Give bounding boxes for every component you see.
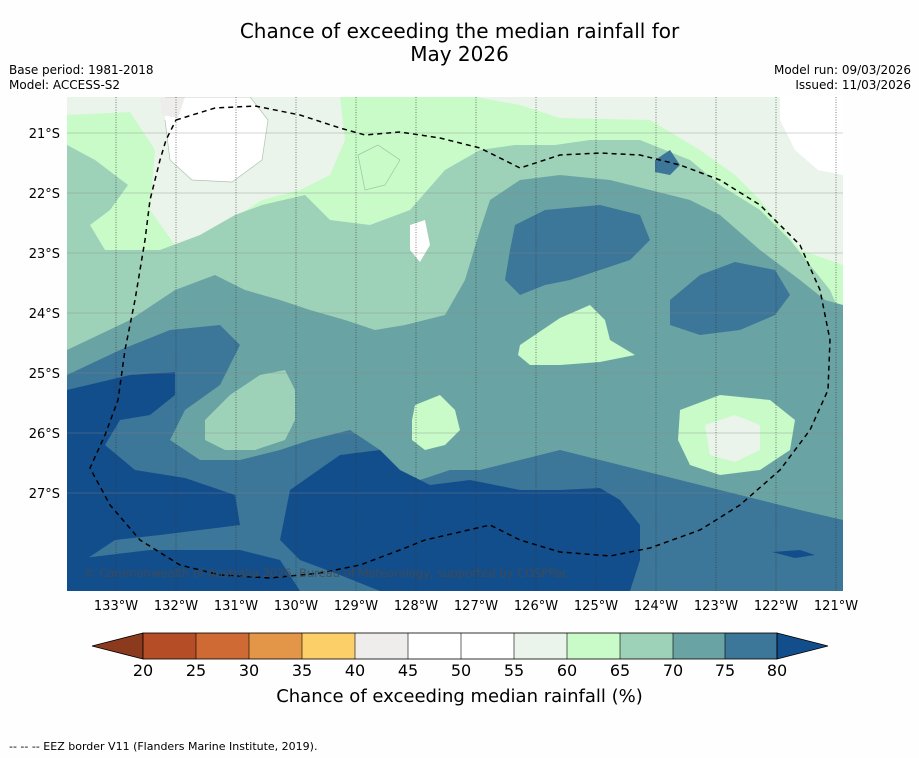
eez-footnote: -- -- -- EEZ border V11 (Flanders Marine…	[9, 740, 318, 753]
colorbar-tick: 30	[239, 661, 259, 680]
colorbar-tick: 45	[398, 661, 418, 680]
rainfall-contours	[67, 97, 843, 591]
colorbar-segment	[355, 633, 408, 659]
colorbar-segment	[725, 633, 777, 659]
model-name: Model: ACCESS-S2	[9, 78, 121, 92]
colorbar-segment	[567, 633, 620, 659]
base-period: Base period: 1981-2018	[9, 63, 154, 77]
lon-label: 123°W	[694, 599, 738, 614]
colorbar-tick: 60	[557, 661, 577, 680]
lat-label: 25°S	[29, 367, 60, 382]
lat-label: 22°S	[29, 187, 60, 202]
colorbar-segment	[302, 633, 355, 659]
contour-lines	[164, 97, 401, 191]
latitude-lines	[67, 132, 843, 494]
lon-label: 129°W	[334, 599, 378, 614]
colorbar-low-arrow	[91, 632, 144, 660]
lon-label: 124°W	[634, 599, 678, 614]
lon-label: 126°W	[514, 599, 558, 614]
eez-border	[89, 105, 831, 579]
lat-label: 27°S	[29, 487, 60, 502]
issued-date: Issued: 11/03/2026	[795, 78, 911, 92]
colorbar-segment	[461, 633, 514, 659]
colorbar-segment	[514, 633, 567, 659]
lat-label: 23°S	[29, 247, 60, 262]
colorbar-segment	[249, 633, 302, 659]
colorbar-tick: 70	[663, 661, 683, 680]
map-copyright: © Commonwealth of Australia 2026, Bureau…	[84, 566, 568, 580]
model-run-date: Model run: 09/03/2026	[773, 63, 911, 77]
colorbar-tick: 40	[345, 661, 365, 680]
lon-label: 121°W	[814, 599, 858, 614]
colorbar-tick: 25	[186, 661, 206, 680]
colorbar-segment	[143, 633, 196, 659]
lon-label: 128°W	[394, 599, 438, 614]
colorbar-high-arrow	[776, 632, 829, 660]
colorbar-segment	[673, 633, 725, 659]
colorbar: 20 25 30 35 40 45 50 55 60 65 70 75 80	[91, 632, 829, 680]
colorbar-tick: 75	[715, 661, 735, 680]
colorbar-tick: 55	[504, 661, 524, 680]
lon-label: 130°W	[274, 599, 318, 614]
lat-label: 21°S	[29, 127, 60, 142]
lon-label: 131°W	[214, 599, 258, 614]
colorbar-tick: 20	[133, 661, 153, 680]
lon-label: 125°W	[574, 599, 618, 614]
lon-label: 132°W	[154, 599, 198, 614]
rainfall-map: © Commonwealth of Australia 2026, Bureau…	[29, 97, 858, 680]
colorbar-segment	[620, 633, 673, 659]
lat-label: 26°S	[29, 427, 60, 442]
lon-label: 127°W	[454, 599, 498, 614]
map-title-line2: May 2026	[410, 42, 509, 66]
colorbar-tick: 50	[451, 661, 471, 680]
colorbar-label: Chance of exceeding median rainfall (%)	[276, 686, 643, 707]
lat-label: 24°S	[29, 307, 60, 322]
map-title-line1: Chance of exceeding the median rainfall …	[239, 19, 680, 43]
colorbar-segment	[408, 633, 461, 659]
lon-label: 122°W	[754, 599, 798, 614]
colorbar-tick: 65	[610, 661, 630, 680]
colorbar-tick: 80	[767, 661, 787, 680]
colorbar-segment	[196, 633, 249, 659]
colorbar-tick: 35	[292, 661, 312, 680]
lon-label: 133°W	[94, 599, 138, 614]
